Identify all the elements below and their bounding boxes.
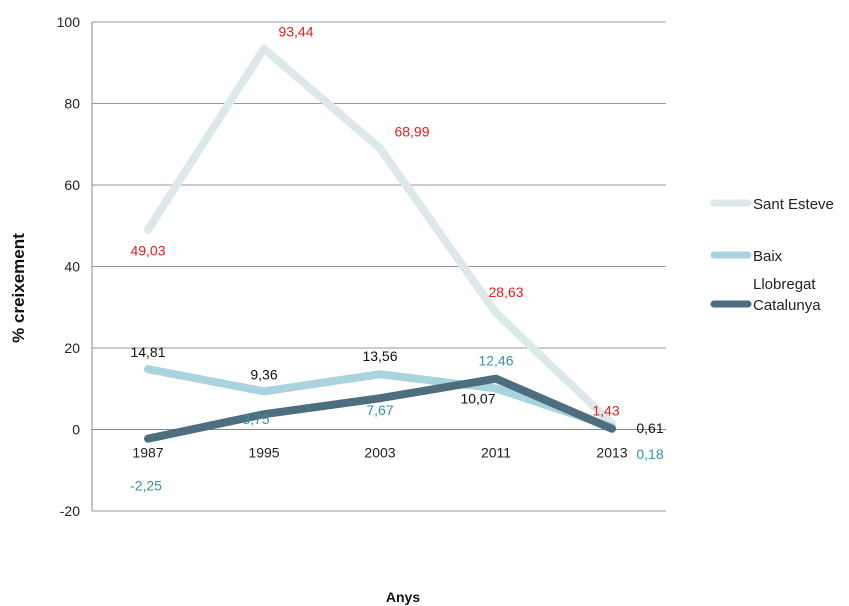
series-line-1 — [144, 365, 616, 432]
series-line-2 — [144, 374, 616, 443]
data-label: 0,18 — [636, 446, 663, 462]
y-tick-label: 60 — [64, 177, 80, 193]
x-tick-labels: 1987 1995 2003 2011 2013 — [132, 445, 627, 461]
data-label: 12,46 — [478, 353, 513, 369]
data-label: 10,07 — [460, 390, 495, 406]
data-label: -2,25 — [130, 478, 162, 494]
x-tick-label: 1987 — [132, 445, 163, 461]
legend: Sant Esteve Baix Llobregat Catalunya — [710, 196, 834, 314]
gridlines — [92, 21, 666, 512]
series-lines — [144, 44, 616, 443]
y-tick-label: -20 — [60, 503, 80, 519]
data-label: 9,36 — [250, 366, 277, 382]
y-axis-title: % creixement — [9, 233, 28, 343]
y-tick-label: 20 — [64, 340, 80, 356]
x-axis-title: Anys — [386, 589, 420, 605]
y-tick-label: 0 — [72, 422, 80, 438]
y-tick-label: 100 — [57, 14, 81, 30]
data-label: 28,63 — [488, 284, 523, 300]
x-tick-label: 2013 — [596, 445, 627, 461]
data-label: 14,81 — [130, 344, 165, 360]
data-label: 13,56 — [362, 348, 397, 364]
data-label: 0,61 — [636, 420, 663, 436]
legend-label: Baix — [753, 248, 783, 265]
data-label: 49,03 — [130, 243, 165, 259]
legend-label: Llobregat — [753, 276, 816, 293]
y-tick-label: 40 — [64, 259, 80, 275]
y-tick-labels: -20 0 20 40 60 80 100 — [57, 14, 81, 519]
data-label: 1,43 — [592, 403, 619, 419]
x-tick-label: 2011 — [481, 445, 511, 461]
data-labels: 49,03 93,44 68,99 28,63 1,43 14,81 9,36 13,56 10… — [130, 24, 664, 494]
legend-label: Catalunya — [753, 297, 821, 314]
series-line-0 — [144, 44, 616, 428]
x-tick-label: 1995 — [248, 445, 279, 461]
y-tick-label: 80 — [64, 96, 80, 112]
data-label: 93,44 — [278, 24, 313, 40]
x-tick-label: 2003 — [364, 445, 395, 461]
data-label: 7,67 — [366, 402, 393, 418]
data-label: 3,75 — [242, 411, 269, 427]
data-label: 68,99 — [394, 123, 429, 139]
legend-label: Sant Esteve — [753, 196, 834, 213]
